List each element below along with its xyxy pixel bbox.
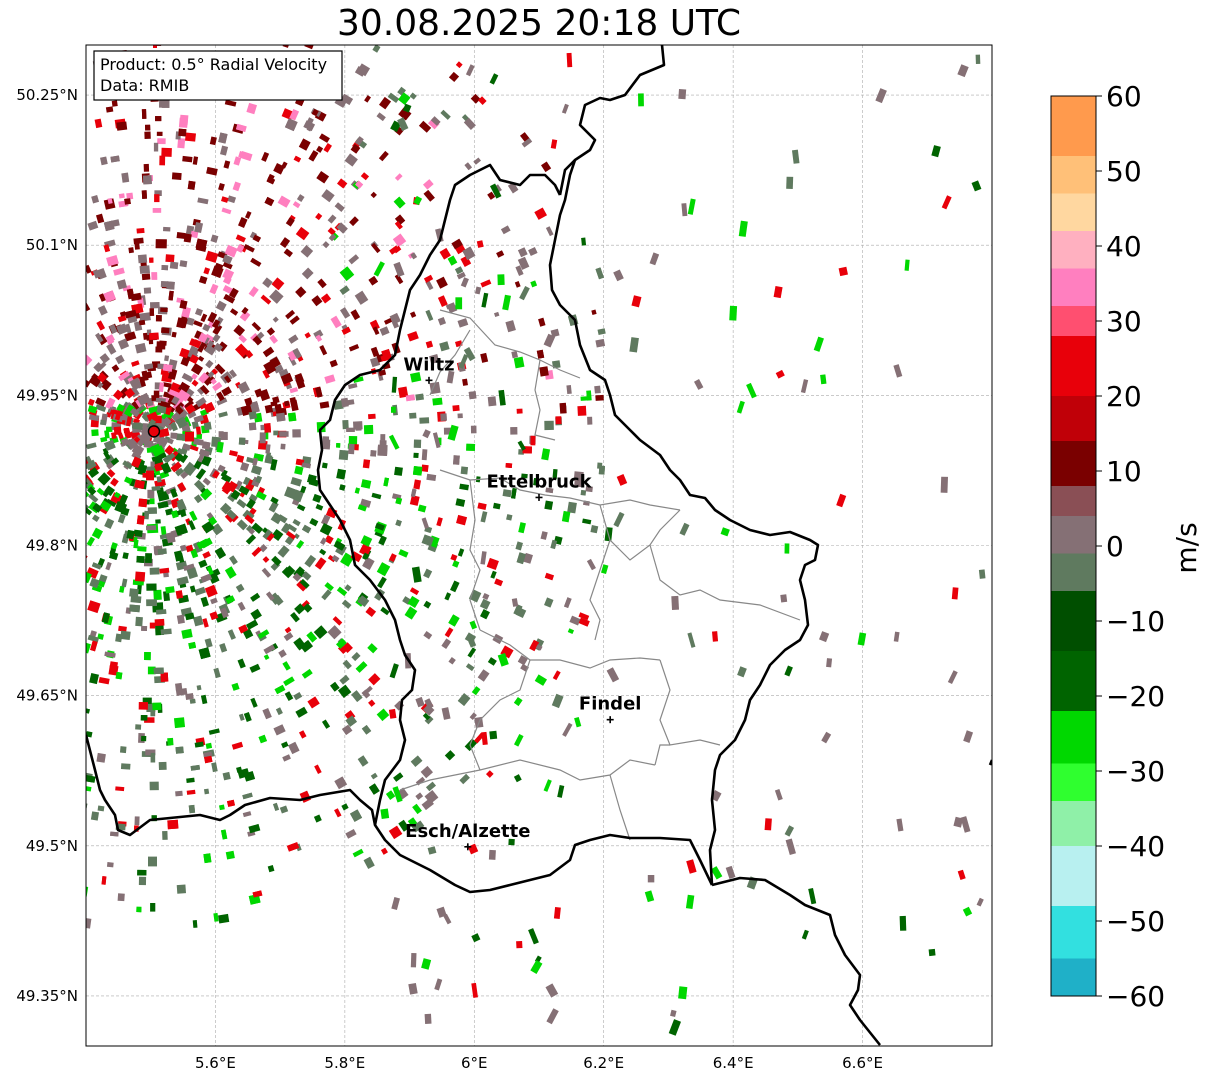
colorbar-band	[1051, 441, 1096, 487]
y-tick-label: 49.5°N	[26, 837, 78, 855]
colorbar-band	[1051, 336, 1096, 397]
colorbar-band	[1051, 763, 1096, 802]
colorbar-tick-label: −20	[1106, 680, 1165, 713]
city-marker: Findel	[579, 694, 642, 724]
colorbar-band	[1051, 711, 1096, 764]
radar-site-marker[interactable]	[147, 425, 161, 438]
colorbar-tick-label: −50	[1106, 905, 1165, 938]
info-box: Product: 0.5° Radial Velocity Data: RMIB	[93, 50, 343, 101]
colorbar-label: m/s	[1170, 522, 1203, 573]
info-product: Product: 0.5° Radial Velocity	[100, 55, 327, 74]
colorbar-tick-label: 60	[1106, 80, 1142, 113]
radar-echoes	[86, 45, 986, 1036]
city-label: Esch/Alzette	[405, 821, 530, 842]
y-tick-label: 49.35°N	[16, 987, 78, 1005]
city-label: Findel	[579, 694, 642, 715]
colorbar-tick-label: −10	[1106, 605, 1165, 638]
colorbar-frame	[1050, 95, 1097, 997]
city-label: Wiltz	[403, 354, 454, 375]
colorbar-band	[1051, 553, 1096, 592]
city-marker: Wiltz	[403, 354, 455, 384]
colorbar-band	[1051, 801, 1096, 847]
x-tick-label: 5.8°E	[324, 1054, 365, 1072]
colorbar-tick-label: −30	[1106, 755, 1165, 788]
info-data-source: Data: RMIB	[100, 76, 189, 95]
colorbar-band	[1051, 846, 1096, 907]
colorbar-band	[1051, 396, 1096, 442]
x-tick-label: 6.2°E	[583, 1054, 624, 1072]
colorbar-band	[1051, 958, 1096, 997]
colorbar-band	[1051, 268, 1096, 307]
radar-map[interactable]: 5.6°E 5.8°E 6°E 6.2°E 6.4°E 6.6°E 50.25°N 50.1°…	[0, 0, 1000, 1081]
map-frame	[85, 44, 993, 1047]
canton-boundaries	[399, 309, 801, 841]
colorbar-tick-label: 10	[1106, 455, 1142, 488]
colorbar-tick-label: −40	[1106, 830, 1165, 863]
colorbar-band	[1051, 906, 1096, 959]
y-tick-label: 49.8°N	[26, 537, 78, 555]
colorbar-band	[1051, 651, 1096, 712]
city-label: Ettelbruck	[486, 471, 592, 492]
x-tick-label: 5.6°E	[195, 1054, 236, 1072]
colorbar-bands	[1051, 96, 1096, 997]
city-marker: Ettelbruck	[486, 471, 593, 501]
colorbar-tick-label: −60	[1106, 980, 1165, 1013]
y-tick-label: 49.95°N	[16, 386, 78, 404]
colorbar-band	[1051, 96, 1096, 157]
colorbar-band	[1051, 516, 1096, 554]
colorbar-band	[1051, 486, 1096, 517]
map-title: 30.08.2025 20:18 UTC	[336, 3, 742, 44]
colorbar-band	[1051, 193, 1096, 232]
national-borders	[86, 45, 992, 1046]
colorbar-band	[1051, 231, 1096, 269]
colorbar-band	[1051, 591, 1096, 652]
x-tick-label: 6.6°E	[842, 1054, 883, 1072]
city-marker: Esch/Alzette	[405, 821, 530, 851]
x-tick-label: 6°E	[461, 1054, 488, 1072]
colorbar-ticks: 60 50 40 30 20 10 0 −10 −20 −30 −40 −50 −60	[1096, 80, 1165, 1013]
y-tick-label: 50.25°N	[16, 86, 78, 104]
colorbar-band	[1051, 306, 1096, 337]
colorbar-tick-label: 40	[1106, 230, 1142, 263]
city-markers: Wiltz Ettelbruck Findel Esch/Alzette	[403, 354, 642, 851]
colorbar-tick-label: 20	[1106, 380, 1142, 413]
graticule: 5.6°E 5.8°E 6°E 6.2°E 6.4°E 6.6°E 50.25°N 50.1°…	[16, 45, 992, 1072]
colorbar-tick-label: 50	[1106, 155, 1142, 188]
borders	[86, 45, 992, 1046]
x-tick-label: 6.4°E	[713, 1054, 754, 1072]
y-tick-label: 50.1°N	[26, 236, 78, 254]
y-tick-label: 49.65°N	[16, 687, 78, 705]
colorbar-tick-label: 0	[1106, 530, 1124, 563]
colorbar-band	[1051, 156, 1096, 194]
colorbar-tick-label: 30	[1106, 305, 1142, 338]
